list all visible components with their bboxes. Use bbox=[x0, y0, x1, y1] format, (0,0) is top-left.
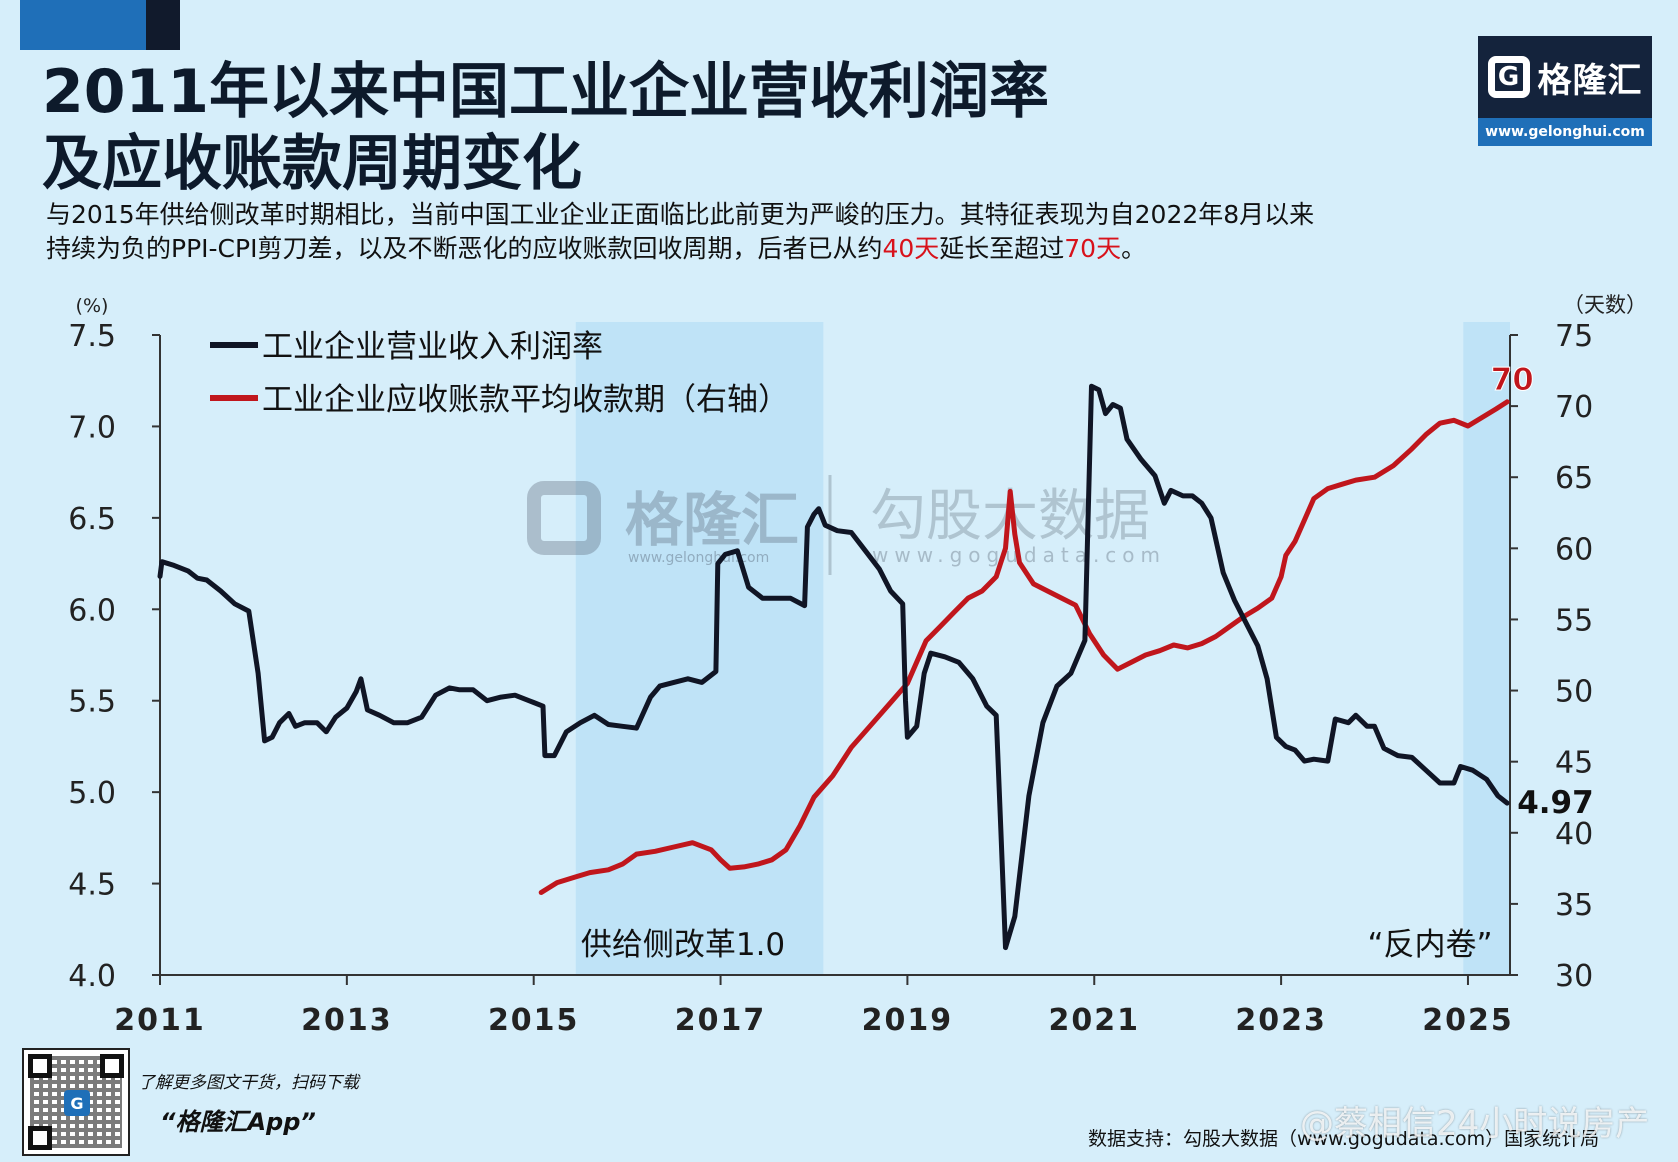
x-tick-label: 2013 bbox=[301, 1003, 393, 1038]
left-tick-label: 6.0 bbox=[68, 593, 116, 628]
legend-label-receivable: 工业企业应收账款平均收款期（右轴） bbox=[262, 382, 789, 418]
shaded-period-0 bbox=[575, 322, 824, 975]
x-tick-label: 2023 bbox=[1235, 1003, 1327, 1038]
series-line-receivable-days bbox=[538, 399, 1510, 895]
subtitle-line-2: 持续为负的PPI-CPI剪刀差，以及不断恶化的应收账款回收周期，后者已从约40天… bbox=[46, 232, 1466, 266]
left-tick-label: 5.5 bbox=[68, 685, 116, 720]
left-tick-label: 7.0 bbox=[68, 410, 116, 445]
left-tick-label: 4.0 bbox=[68, 959, 116, 994]
left-tick-label: 4.5 bbox=[68, 868, 116, 903]
qr-logo-icon: G bbox=[64, 1090, 90, 1116]
right-tick-label: 75 bbox=[1555, 319, 1593, 354]
series-line-profit-margin bbox=[157, 383, 1510, 951]
subtitle-highlight-70: 70天 bbox=[1064, 234, 1122, 263]
watermark-left-url: www.gelonghui.com bbox=[628, 550, 769, 566]
x-tick-label: 2015 bbox=[488, 1003, 580, 1038]
right-tick-label: 50 bbox=[1555, 675, 1593, 710]
promo-text: 了解更多图文干货，扫码下载 bbox=[138, 1073, 359, 1093]
x-tick-label: 2017 bbox=[675, 1003, 767, 1038]
left-axis-unit: (%) bbox=[76, 295, 109, 317]
subtitle-line-1: 与2015年供给侧改革时期相比，当前中国工业企业正面临比此前更为严峻的压力。其特… bbox=[46, 200, 1315, 229]
left-tick-label: 7.5 bbox=[68, 319, 116, 354]
period-label-supply-side: 供给侧改革1.0 bbox=[581, 927, 785, 963]
end-label-profit: 4.97 bbox=[1517, 785, 1594, 821]
subtitle-highlight-40: 40天 bbox=[882, 234, 940, 263]
end-label-receivable: 70 bbox=[1491, 362, 1534, 398]
left-tick-label: 5.0 bbox=[68, 776, 116, 811]
logo-url: www.gelonghui.com bbox=[1478, 118, 1652, 146]
right-tick-label: 45 bbox=[1555, 746, 1593, 781]
right-tick-label: 70 bbox=[1555, 390, 1593, 425]
right-axis-unit: （天数） bbox=[1563, 293, 1647, 317]
logo-g-icon: G bbox=[1487, 56, 1530, 98]
top-accent-bar-dark bbox=[146, 0, 180, 50]
legend-label-profit: 工业企业营业收入利润率 bbox=[262, 329, 603, 365]
x-tick-label: 2011 bbox=[114, 1003, 206, 1038]
right-tick-label: 60 bbox=[1555, 532, 1593, 567]
qr-code: G bbox=[22, 1048, 130, 1156]
shaded-period-1 bbox=[1463, 322, 1510, 975]
right-tick-label: 30 bbox=[1555, 959, 1593, 994]
right-tick-label: 40 bbox=[1555, 817, 1593, 852]
watermark-g-icon bbox=[527, 481, 601, 555]
promo-app: “格隆汇App” bbox=[160, 1108, 316, 1136]
page-title: 2011年以来中国工业企业营收利润率 及应收账款周期变化 bbox=[42, 56, 1322, 200]
left-tick-label: 6.5 bbox=[68, 502, 116, 537]
right-tick-label: 65 bbox=[1555, 461, 1593, 496]
top-accent-bar bbox=[20, 0, 146, 50]
logo-name: 格隆汇 bbox=[1537, 60, 1643, 101]
subtitle-text-a: 持续为负的PPI-CPI剪刀差，以及不断恶化的应收账款回收周期，后者已从约 bbox=[46, 234, 883, 263]
right-tick-label: 55 bbox=[1555, 603, 1593, 638]
subtitle: 与2015年供给侧改革时期相比，当前中国工业企业正面临比此前更为严峻的压力。其特… bbox=[46, 198, 1466, 266]
title-line-1: 2011年以来中国工业企业营收利润率 bbox=[42, 57, 1049, 127]
x-tick-label: 2021 bbox=[1049, 1003, 1141, 1038]
right-tick-label: 35 bbox=[1555, 888, 1593, 923]
data-source: 数据支持：勾股大数据（www.gogudata.com）国家统计局 bbox=[1088, 1128, 1600, 1150]
title-line-2: 及应收账款周期变化 bbox=[42, 129, 582, 199]
x-tick-label: 2019 bbox=[862, 1003, 954, 1038]
period-label-anti-involution: “反内卷” bbox=[1367, 927, 1492, 963]
subtitle-text-c: 。 bbox=[1121, 234, 1147, 263]
brand-logo: G 格隆汇 www.gelonghui.com bbox=[1478, 36, 1652, 146]
x-tick-label: 2025 bbox=[1422, 1003, 1514, 1038]
subtitle-text-b: 延长至超过 bbox=[939, 234, 1065, 263]
weibo-watermark: @蔡相信24小时说房产 bbox=[1300, 1104, 1650, 1144]
watermark-left-name: 格隆汇 bbox=[625, 486, 799, 554]
